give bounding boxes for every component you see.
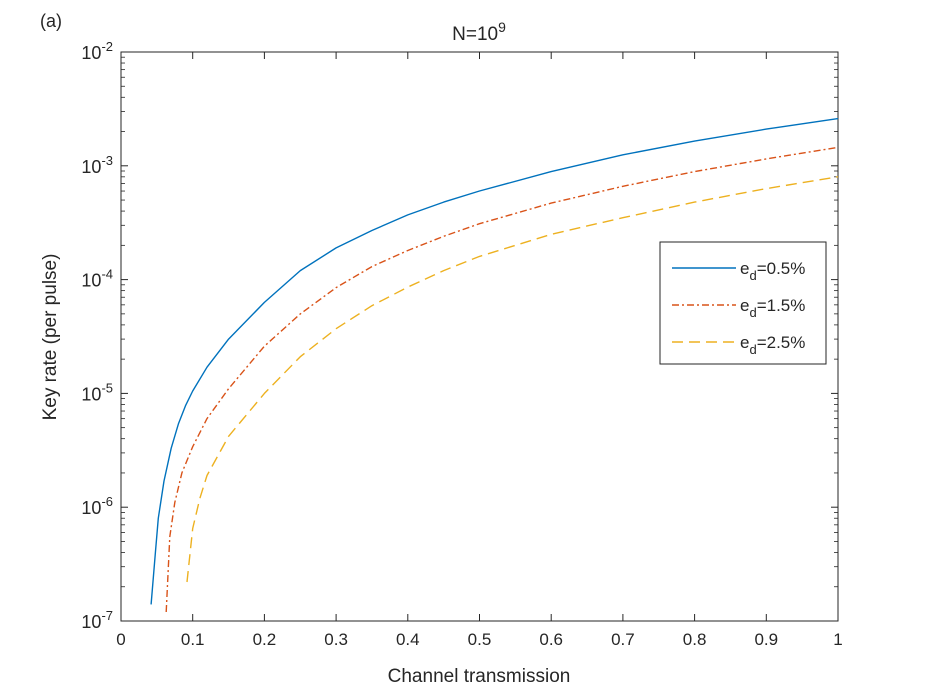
x-tick-label: 0.5: [468, 630, 492, 649]
y-tick-label: 10-5: [81, 380, 113, 404]
legend: ed=0.5% ed=1.5% ed=2.5%: [659, 241, 827, 365]
y-axis: 10-7 10-6 10-5 10-4 10-3 10-2: [81, 39, 838, 632]
x-tick-label: 1: [833, 630, 842, 649]
x-tick-label: 0.1: [181, 630, 205, 649]
series-layer: [150, 117, 839, 613]
y-tick-label: 10-2: [81, 39, 113, 63]
y-tick-label: 10-4: [81, 267, 113, 291]
x-tick-label: 0.8: [683, 630, 707, 649]
panel-label: (a): [40, 11, 62, 31]
y-tick-label: 10-6: [81, 494, 113, 518]
series-line-3: [186, 176, 839, 583]
legend-box: [659, 241, 827, 365]
y-tick-label: 10-7: [81, 608, 113, 632]
x-tick-label: 0.2: [253, 630, 277, 649]
x-tick-label: 0: [116, 630, 125, 649]
x-tick-label: 0.4: [396, 630, 420, 649]
x-axis: 0 0.1 0.2 0.3 0.4 0.5 0.6 0.7 0.8 0.9 1: [116, 52, 843, 649]
legend-label-2: ed=1.5%: [740, 296, 805, 320]
legend-label-3: ed=2.5%: [740, 333, 805, 357]
x-tick-label: 0.9: [754, 630, 778, 649]
x-tick-label: 0.6: [539, 630, 563, 649]
x-axis-label: Channel transmission: [388, 666, 571, 687]
series-line-2: [165, 146, 839, 613]
series-line-1: [150, 117, 839, 605]
x-tick-label: 0.3: [324, 630, 348, 649]
chart-title: N=109: [452, 19, 506, 45]
chart-title-main: N=10: [452, 24, 498, 45]
legend-label-1: ed=0.5%: [740, 259, 805, 283]
y-tick-label: 10-3: [81, 153, 113, 177]
chart-title-superscript: 9: [498, 19, 506, 35]
x-tick-label: 0.7: [611, 630, 635, 649]
y-axis-label: Key rate (per pulse): [40, 254, 61, 421]
